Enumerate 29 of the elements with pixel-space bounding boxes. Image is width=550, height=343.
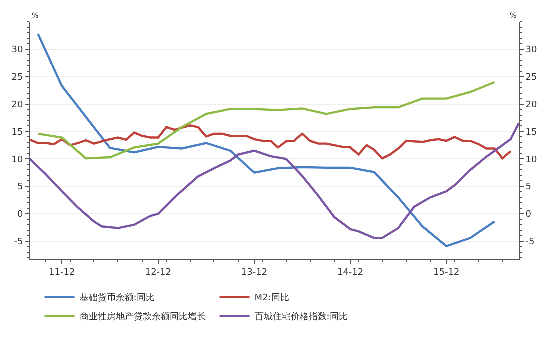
x-tick-label: 13-12: [241, 268, 268, 278]
legend-label: 商业性房地产贷款余额同比增长: [80, 312, 206, 323]
line-series: [37, 32, 496, 248]
y2-tick-label: 15: [526, 128, 538, 138]
legend-label: 基础货币余额:同比: [80, 292, 155, 304]
y2-tick-label: 10: [526, 155, 538, 166]
line-series: [30, 122, 519, 240]
y2-tick-label: 5: [526, 182, 532, 193]
y-tick-label: -5: [14, 238, 24, 248]
y-tick-label: 10: [12, 155, 24, 166]
legend-label: 百城住宅价格指数:同比: [254, 312, 348, 323]
y2-tick-label: 0: [526, 210, 532, 220]
x-tick-label: 12-12: [145, 268, 172, 278]
line-series: [30, 124, 512, 160]
y2-tick-label: 30: [526, 46, 538, 56]
x-tick-label: 15-12: [434, 268, 460, 278]
y-tick-label: 0: [17, 210, 24, 220]
y-tick-label: 25: [12, 73, 24, 84]
x-tick-label: 14-12: [337, 268, 364, 278]
y2-tick-label: 20: [526, 100, 538, 110]
legend-label: M2:同比: [254, 292, 290, 304]
x-tick-label: 11-12: [49, 268, 76, 278]
y-tick-label: 20: [12, 100, 24, 110]
y2-tick-label: -5: [526, 238, 535, 248]
y2-tick-label: 25: [526, 73, 538, 84]
y-tick-label: 5: [17, 182, 24, 193]
y-tick-label: 30: [12, 46, 24, 56]
line-series: [37, 81, 496, 160]
y-tick-label: 15: [12, 128, 24, 138]
